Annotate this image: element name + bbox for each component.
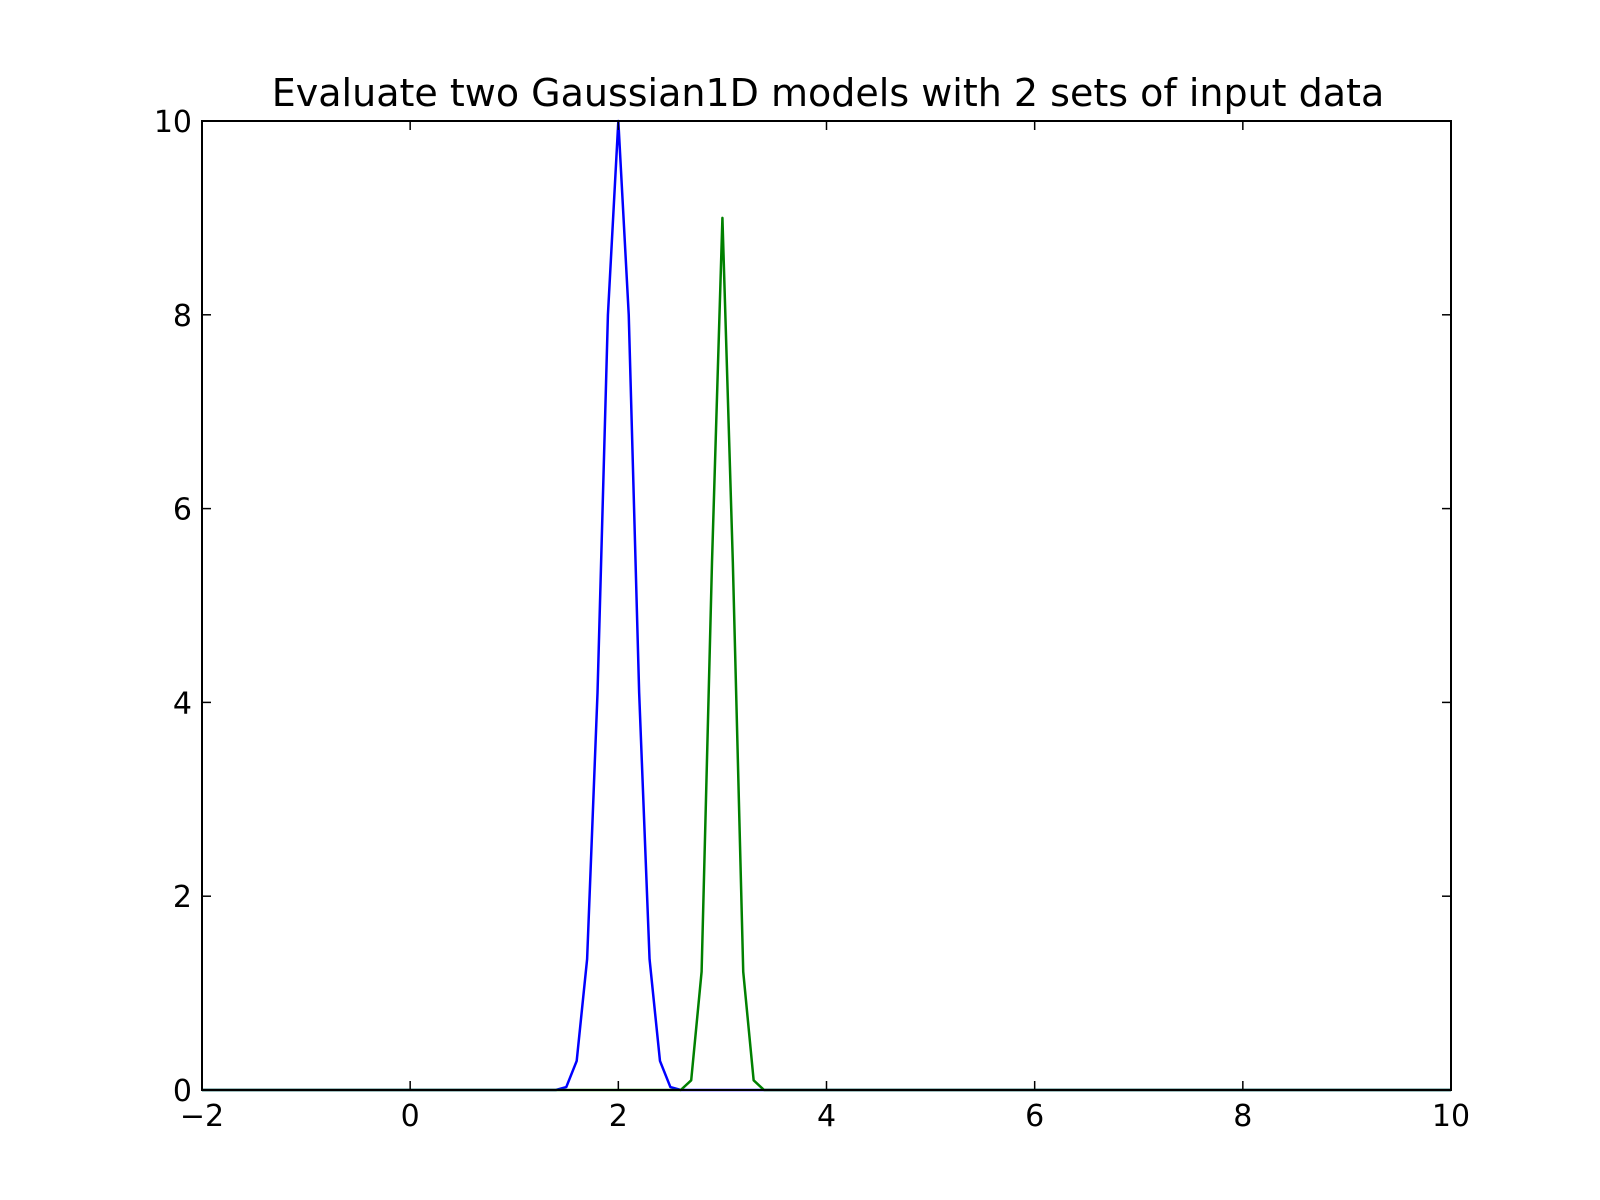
chart-title: Evaluate two Gaussian1D models with 2 se… xyxy=(272,71,1384,115)
y-tick-label: 10 xyxy=(154,105,192,140)
plot-frame xyxy=(201,120,1452,1091)
x-tick-label: 0 xyxy=(401,1099,420,1134)
x-tick-label: 10 xyxy=(1432,1099,1470,1134)
x-tick-label: 4 xyxy=(817,1099,836,1134)
y-tick-label: 8 xyxy=(173,299,192,334)
y-tick-label: 0 xyxy=(173,1074,192,1109)
y-tick-label: 4 xyxy=(173,686,192,721)
y-tick-label: 2 xyxy=(173,880,192,915)
x-tick-label: −2 xyxy=(180,1099,224,1134)
x-tick-label: 2 xyxy=(609,1099,628,1134)
x-tick-label: 6 xyxy=(1025,1099,1044,1134)
x-tick-label: 8 xyxy=(1233,1099,1252,1134)
y-tick-label: 6 xyxy=(173,493,192,528)
